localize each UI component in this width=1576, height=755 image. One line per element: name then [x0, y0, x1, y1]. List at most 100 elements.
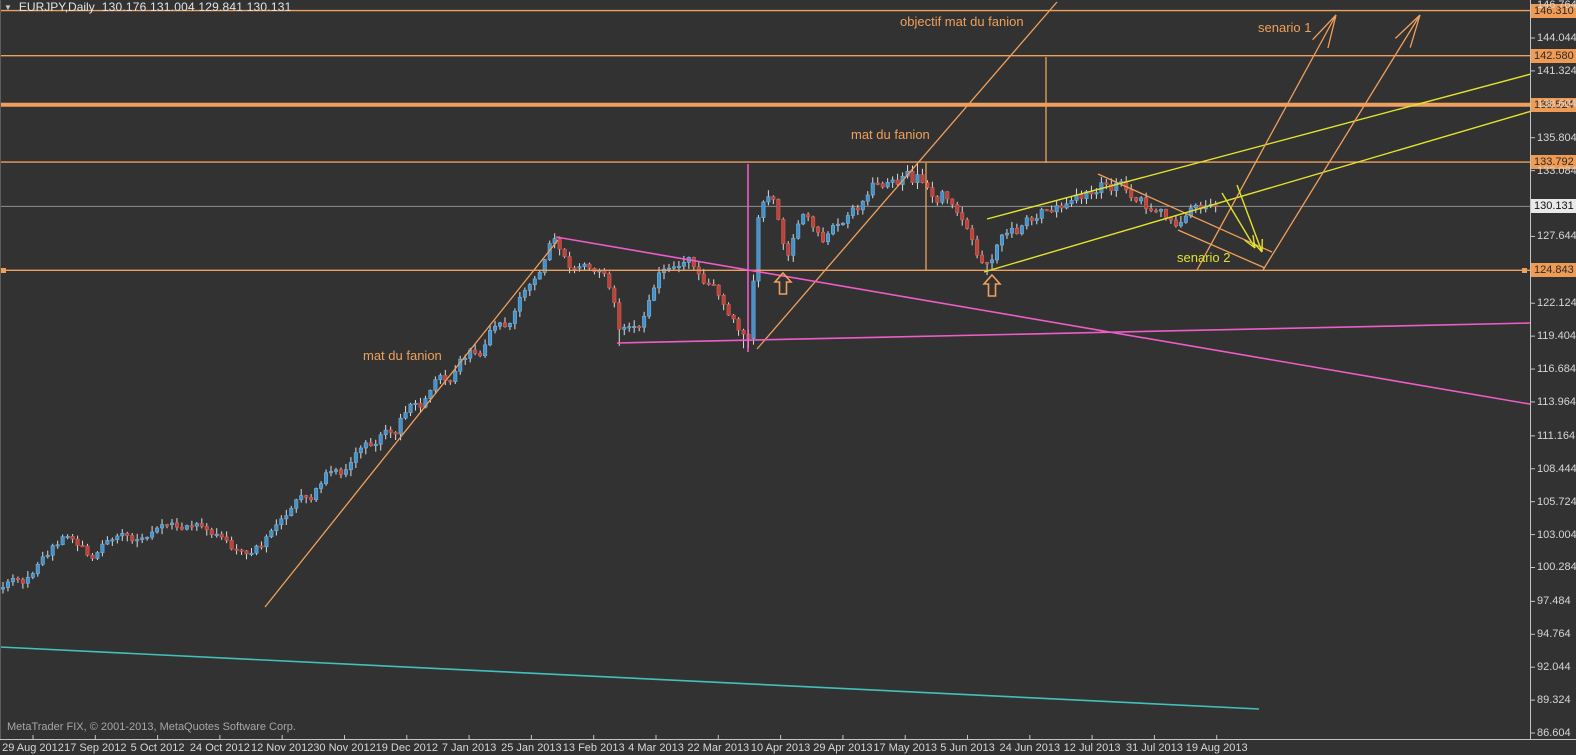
price-tick-label: 113.964 — [1537, 395, 1576, 408]
candle-body — [572, 267, 577, 270]
candle-body — [587, 263, 592, 269]
candle-body — [1044, 209, 1049, 212]
candle-body — [821, 231, 826, 243]
candle-body — [1178, 222, 1183, 227]
level-price-badge: 133.792 — [1531, 155, 1576, 170]
candle-body — [1084, 191, 1089, 199]
candle-body — [244, 550, 249, 555]
yellow-channel-upper[interactable] — [986, 62, 1576, 220]
candles-series — [0, 163, 1218, 594]
candle-body — [582, 263, 587, 267]
price-tick-label: 122.124 — [1537, 297, 1576, 310]
date-tick-label: 4 Mar 2013 — [628, 742, 684, 754]
candle-body — [1129, 189, 1134, 198]
price-tick-label: 138.604 — [1537, 97, 1576, 110]
candle-body — [711, 283, 716, 286]
candle-body — [1069, 200, 1074, 205]
candle-body — [855, 207, 860, 211]
candle-body — [1193, 204, 1198, 209]
pennant-lower[interactable] — [616, 322, 1576, 344]
candle-body — [5, 581, 10, 588]
candle-body — [811, 216, 816, 228]
candle-body — [125, 532, 130, 536]
date-tick-label: 12 Jul 2013 — [1063, 742, 1121, 754]
date-tick-label: 25 Jan 2013 — [501, 742, 562, 754]
candle-body — [527, 284, 532, 291]
buy-arrow-marker[interactable] — [773, 271, 793, 295]
date-tick-label: 31 Jul 2013 — [1125, 742, 1183, 754]
scenario1-arrow-shaft[interactable] — [1262, 14, 1421, 271]
yellow-channel-lower[interactable] — [983, 98, 1576, 273]
candle-body — [70, 536, 75, 540]
candle-body — [249, 552, 254, 555]
candle-body — [199, 523, 204, 527]
objectif-projection-line[interactable] — [756, 1, 1058, 350]
candle-body — [965, 219, 970, 229]
pennant-upper[interactable] — [555, 236, 1576, 412]
candle-body — [761, 201, 766, 218]
annotation-senario-1[interactable]: senario 1 — [1258, 20, 1312, 35]
candle-body — [776, 198, 781, 220]
candle-body — [627, 326, 632, 329]
level-price-badge: 138.524 — [1531, 97, 1576, 112]
candle-body — [488, 330, 493, 346]
candle-body — [607, 273, 612, 289]
candle-body — [403, 412, 408, 419]
line-selection-handle[interactable] — [1, 268, 6, 273]
candle-body — [50, 545, 55, 556]
candle-body — [507, 323, 512, 328]
candle-body — [15, 577, 20, 580]
candle-body — [329, 471, 334, 474]
scenario2-arrow-shaft[interactable] — [1236, 184, 1263, 253]
candle-body — [194, 523, 199, 527]
scenario1-arrow-shaft[interactable] — [1196, 14, 1337, 271]
plot-area[interactable] — [0, 1, 1576, 710]
price-tick-label: 105.724 — [1537, 495, 1576, 508]
candle-body — [671, 266, 676, 269]
candle-body — [731, 314, 736, 320]
candle-body — [333, 469, 338, 472]
scenario2-arrow-shaft[interactable] — [1221, 192, 1256, 249]
scenario1-arrowhead[interactable] — [1327, 14, 1337, 49]
annotation-mat-du-fanion-lower[interactable]: mat du fanion — [363, 348, 442, 363]
date-tick-label: 17 Sep 2012 — [64, 742, 127, 754]
date-tick-label: 10 Apr 2013 — [750, 742, 811, 754]
price-tick-label: 86.604 — [1537, 727, 1571, 740]
candle-body — [816, 226, 821, 233]
scenario2-arrowhead[interactable] — [1244, 239, 1256, 249]
annotation-objectif-mat-du-fanion[interactable]: objectif mat du fanion — [900, 14, 1024, 29]
candle-body — [955, 204, 960, 214]
scenario1-arrowhead[interactable] — [1394, 14, 1421, 39]
candle-body — [885, 181, 890, 188]
candle-body — [234, 548, 239, 551]
annotation-mat-du-fanion-upper[interactable]: mat du fanion — [851, 127, 930, 142]
candle-body — [915, 174, 920, 183]
candle-body — [353, 452, 358, 463]
lower-support-line[interactable] — [0, 646, 1260, 710]
candle-body — [358, 447, 363, 454]
candle-body — [786, 243, 791, 256]
price-tick-label: 94.764 — [1537, 628, 1571, 641]
candle-body — [214, 533, 219, 536]
line-selection-handle[interactable] — [1522, 268, 1527, 273]
flagpole-trendline[interactable] — [264, 239, 559, 608]
candle-body — [145, 536, 150, 539]
candle-body — [517, 296, 522, 312]
scenario1-arrowhead[interactable] — [1312, 14, 1337, 41]
candle-body — [314, 488, 319, 501]
chart-dropdown-icon[interactable]: ▼ — [4, 2, 12, 12]
candle-body — [209, 529, 214, 535]
scenario2-arrowhead[interactable] — [1252, 241, 1263, 253]
candle-body — [90, 554, 95, 559]
pullback-line-2[interactable] — [1177, 229, 1266, 269]
annotation-senario-2[interactable]: senario 2 — [1177, 250, 1231, 265]
candle-body — [393, 432, 398, 435]
candle-body — [383, 429, 388, 436]
scenario1-arrowhead[interactable] — [1409, 14, 1421, 48]
candle-body — [363, 442, 368, 449]
buy-arrow-marker[interactable] — [982, 273, 1002, 297]
candle-body — [324, 472, 329, 485]
scenario2-arrowhead[interactable] — [1252, 235, 1256, 249]
